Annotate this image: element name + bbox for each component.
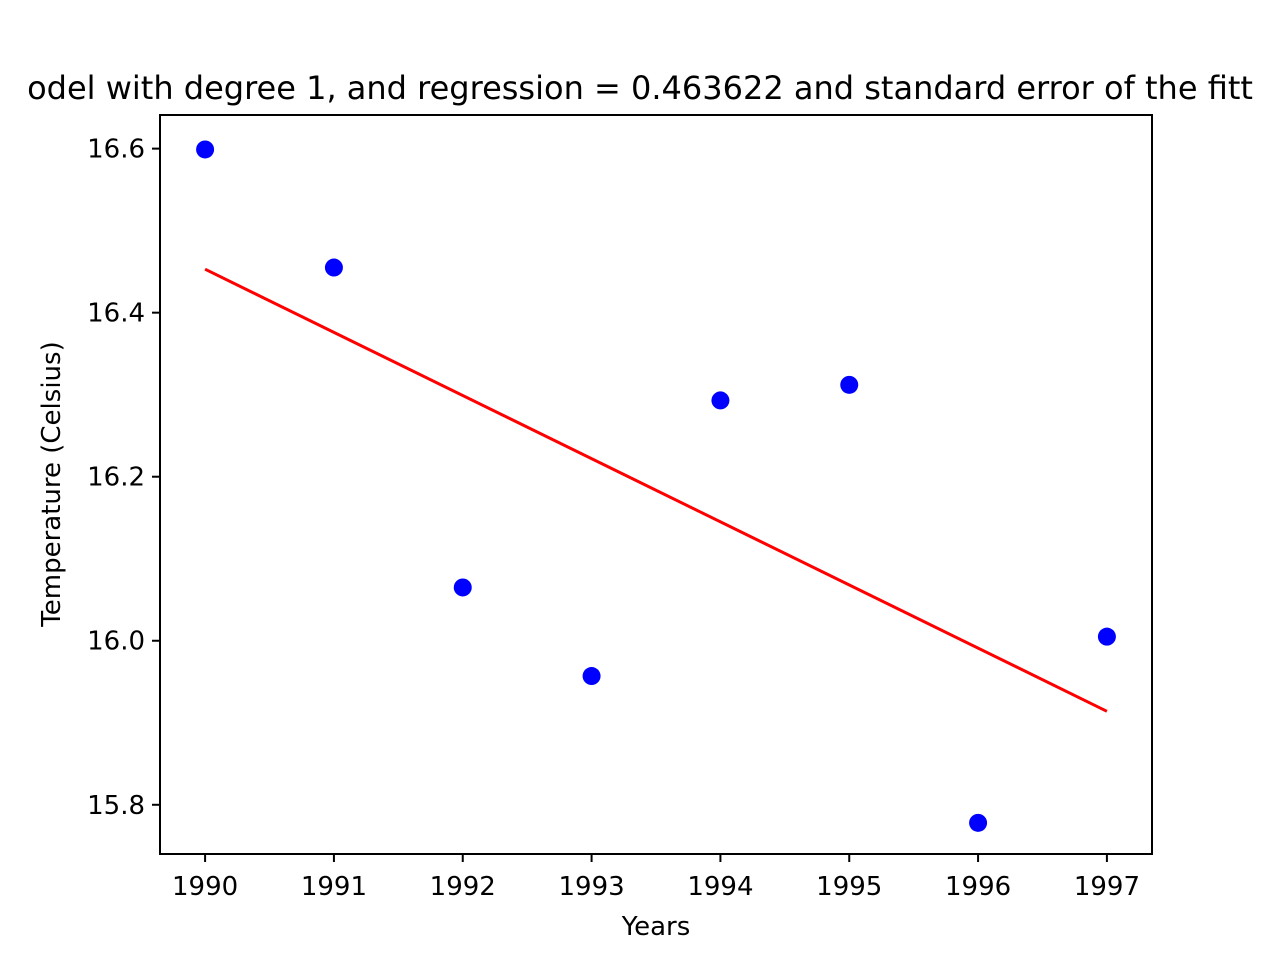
data-point — [196, 140, 215, 159]
x-tick-label: 1990 — [172, 872, 238, 902]
x-axis-label: Years — [621, 912, 691, 942]
y-tick-label: 15.8 — [87, 791, 145, 821]
x-tick-label: 1996 — [945, 872, 1011, 902]
fit-line — [204, 267, 1108, 713]
data-point — [453, 578, 472, 597]
axes-frame — [159, 114, 1153, 855]
x-tick-label: 1997 — [1074, 872, 1140, 902]
data-point — [840, 375, 859, 394]
data-point — [324, 258, 343, 277]
y-tick-label: 16.0 — [87, 627, 145, 657]
data-point — [582, 667, 601, 686]
y-axis-label: Temperature (Celsius) — [37, 341, 67, 627]
x-axis: 1990 1991 1992 1993 1994 1995 1996 1997 — [172, 854, 1140, 902]
data-point — [969, 813, 988, 832]
x-tick-label: 1993 — [558, 872, 624, 902]
data-point — [1097, 627, 1116, 646]
y-tick-label: 16.6 — [87, 135, 145, 165]
x-tick-label: 1992 — [430, 872, 496, 902]
chart-title: odel with degree 1, and regression = 0.4… — [27, 69, 1253, 107]
x-tick-label: 1991 — [301, 872, 367, 902]
y-tick-label: 16.2 — [87, 463, 145, 493]
plot-area — [196, 140, 1116, 832]
data-point — [711, 391, 730, 410]
y-axis: 15.8 16.0 16.2 16.4 16.6 — [87, 135, 160, 821]
x-tick-label: 1994 — [687, 872, 753, 902]
x-tick-label: 1995 — [816, 872, 882, 902]
y-tick-label: 16.4 — [87, 299, 145, 329]
